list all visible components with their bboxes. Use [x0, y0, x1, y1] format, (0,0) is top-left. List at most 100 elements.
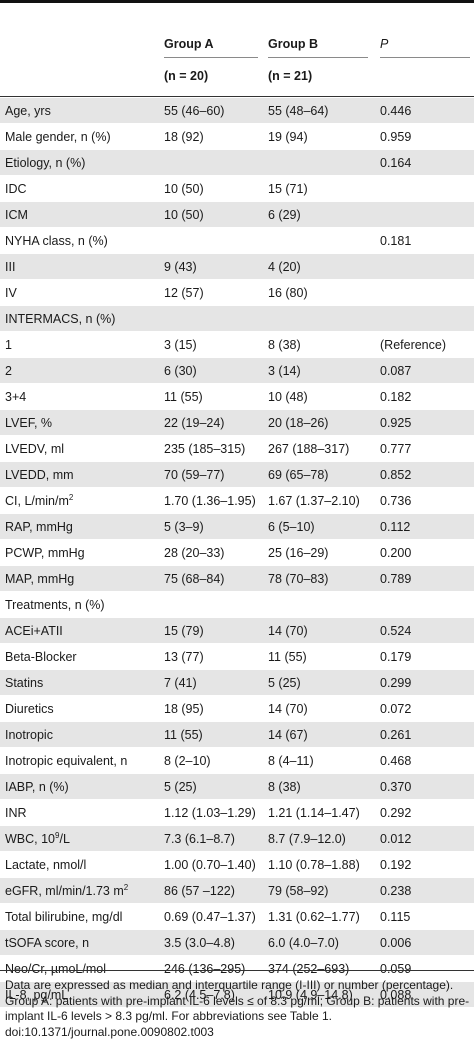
- group-b-value: 14 (70): [268, 624, 308, 638]
- group-b-value: 8.7 (7.9–12.0): [268, 832, 346, 846]
- group-a-value: 7 (41): [164, 676, 197, 690]
- row-label: Treatments, n (%): [5, 592, 105, 618]
- row-label: eGFR, ml/min/1.73 m2: [5, 878, 128, 904]
- p-value: 0.006: [380, 936, 412, 950]
- p-value: 0.192: [380, 858, 412, 872]
- group-a-value: 7.3 (6.1–8.7): [164, 832, 235, 846]
- group-b-value: 15 (71): [268, 182, 308, 196]
- group-a-value: 5 (3–9): [164, 520, 204, 534]
- row-label: PCWP, mmHg: [5, 540, 85, 566]
- table-row: Total bilirubine, mg/dl 0.69 (0.47–1.37) 1…: [0, 904, 474, 930]
- table-bottom-rule: [0, 970, 474, 971]
- row-label-text: LVEDD, mm: [5, 468, 74, 482]
- footnote-data-expression: Data are expressed as median and interqu…: [5, 978, 454, 992]
- table-row: ICM 10 (50) 6 (29): [0, 202, 474, 228]
- row-label: 1: [5, 332, 12, 358]
- p-value: 0.012: [380, 832, 412, 846]
- p-value: 0.925: [380, 416, 412, 430]
- group-b-value: 6 (29): [268, 208, 301, 222]
- group-a-value: 86 (57 –122): [164, 884, 235, 898]
- group-b-value: 19 (94): [268, 130, 308, 144]
- group-b-count: (n = 21): [268, 69, 313, 83]
- group-a-value: 8 (2–10): [164, 754, 211, 768]
- table-header-row: Group A Group B P: [0, 30, 474, 58]
- table-row: III 9 (43) 4 (20): [0, 254, 474, 280]
- row-label-text: Treatments, n (%): [5, 598, 105, 612]
- row-label-text: LVEF, %: [5, 416, 53, 430]
- row-label-text: INR: [5, 806, 27, 820]
- row-label-text: LVEDV, ml: [5, 442, 65, 456]
- row-label: WBC, 109/L: [5, 826, 70, 852]
- row-label-text: 2: [5, 364, 12, 378]
- row-label-text: IL-8, pg/mL: [5, 988, 69, 1002]
- row-label-text: WBC, 10: [5, 832, 56, 846]
- group-a-value: 22 (19–24): [164, 416, 225, 430]
- group-a-value: 1.12 (1.03–1.29): [164, 806, 256, 820]
- row-label: IABP, n (%): [5, 774, 69, 800]
- row-label-text: ACEi+ATII: [5, 624, 63, 638]
- group-b-value: 78 (70–83): [268, 572, 329, 586]
- p-value: 0.468: [380, 754, 412, 768]
- row-label: Age, yrs: [5, 98, 51, 124]
- row-label-text: Lactate, nmol/l: [5, 858, 87, 872]
- table-row: ACEi+ATII 15 (79) 14 (70) 0.524: [0, 618, 474, 644]
- table-row: IV 12 (57) 16 (80): [0, 280, 474, 306]
- row-label-text: NYHA class, n (%): [5, 234, 108, 248]
- header-underline-p: [380, 57, 470, 58]
- row-label-text: III: [5, 260, 16, 274]
- table-row: WBC, 109/L 7.3 (6.1–8.7) 8.7 (7.9–12.0) 0.0…: [0, 826, 474, 852]
- table-body: Age, yrs 55 (46–60) 55 (48–64) 0.446 Male ge…: [0, 98, 474, 1008]
- table-row: INR 1.12 (1.03–1.29) 1.21 (1.14–1.47) 0.292: [0, 800, 474, 826]
- group-a-value: 11 (55): [164, 390, 203, 404]
- p-value: 0.370: [380, 780, 412, 794]
- p-value: 0.789: [380, 572, 412, 586]
- row-label: CI, L/min/m2: [5, 488, 73, 514]
- row-label: Diuretics: [5, 696, 54, 722]
- table-row: Lactate, nmol/l 1.00 (0.70–1.40) 1.10 (0.7…: [0, 852, 474, 878]
- group-a-value: 1.00 (0.70–1.40): [164, 858, 256, 872]
- table-subheader-row: (n = 20) (n = 21): [0, 62, 474, 90]
- row-label-text: PCWP, mmHg: [5, 546, 85, 560]
- footnote-group-definition: Group A: patients with pre-implant IL-6 …: [5, 993, 470, 1024]
- column-header-p: P: [380, 37, 389, 51]
- row-label-superscript: 9: [55, 831, 60, 840]
- table-footnotes: Data are expressed as median and interqu…: [5, 978, 471, 1040]
- row-label-text: tSOFA score, n: [5, 936, 90, 950]
- table-row: CI, L/min/m2 1.70 (1.36–1.95) 1.67 (1.37–2…: [0, 488, 474, 514]
- row-label: RAP, mmHg: [5, 514, 73, 540]
- group-b-value: 6 (5–10): [268, 520, 315, 534]
- table-header-rule: [0, 96, 474, 97]
- row-label-text: MAP, mmHg: [5, 572, 75, 586]
- p-value: (Reference): [380, 338, 446, 352]
- row-label: Neo/Cr, µmoL/mol: [5, 956, 106, 982]
- group-b-value: 374 (252–693): [268, 962, 350, 976]
- p-value: 0.959: [380, 130, 412, 144]
- p-value: 0.299: [380, 676, 412, 690]
- footnote-doi: doi:10.1371/journal.pone.0090802.t003: [5, 1024, 214, 1039]
- group-a-value: 6 (30): [164, 364, 197, 378]
- row-label: tSOFA score, n: [5, 930, 89, 956]
- group-b-value: 6.0 (4.0–7.0): [268, 936, 339, 950]
- p-value: 0.852: [380, 468, 412, 482]
- p-value: 0.072: [380, 702, 412, 716]
- group-b-value: 20 (18–26): [268, 416, 329, 430]
- p-value: 0.292: [380, 806, 412, 820]
- row-label: INTERMACS, n (%): [5, 306, 115, 332]
- row-label-text: Inotropic equivalent, n: [5, 754, 128, 768]
- group-a-count: (n = 20): [164, 69, 209, 83]
- group-a-value: 11 (55): [164, 728, 203, 742]
- table-row: 2 6 (30) 3 (14) 0.087: [0, 358, 474, 384]
- group-a-value: 246 (136–295): [164, 962, 246, 976]
- row-label-text: Age, yrs: [5, 104, 51, 118]
- p-value: 0.088: [380, 988, 412, 1002]
- row-label-text: eGFR, ml/min/1.73 m: [5, 884, 124, 898]
- p-value: 0.446: [380, 104, 412, 118]
- row-label: Lactate, nmol/l: [5, 852, 86, 878]
- group-a-value: 9 (43): [164, 260, 197, 274]
- row-label-suffix: /L: [59, 832, 70, 846]
- p-value: 0.736: [380, 494, 412, 508]
- row-label-text: Statins: [5, 676, 44, 690]
- group-b-value: 1.67 (1.37–2.10): [268, 494, 360, 508]
- column-header-group-a: Group A: [164, 37, 214, 51]
- row-label: ACEi+ATII: [5, 618, 63, 644]
